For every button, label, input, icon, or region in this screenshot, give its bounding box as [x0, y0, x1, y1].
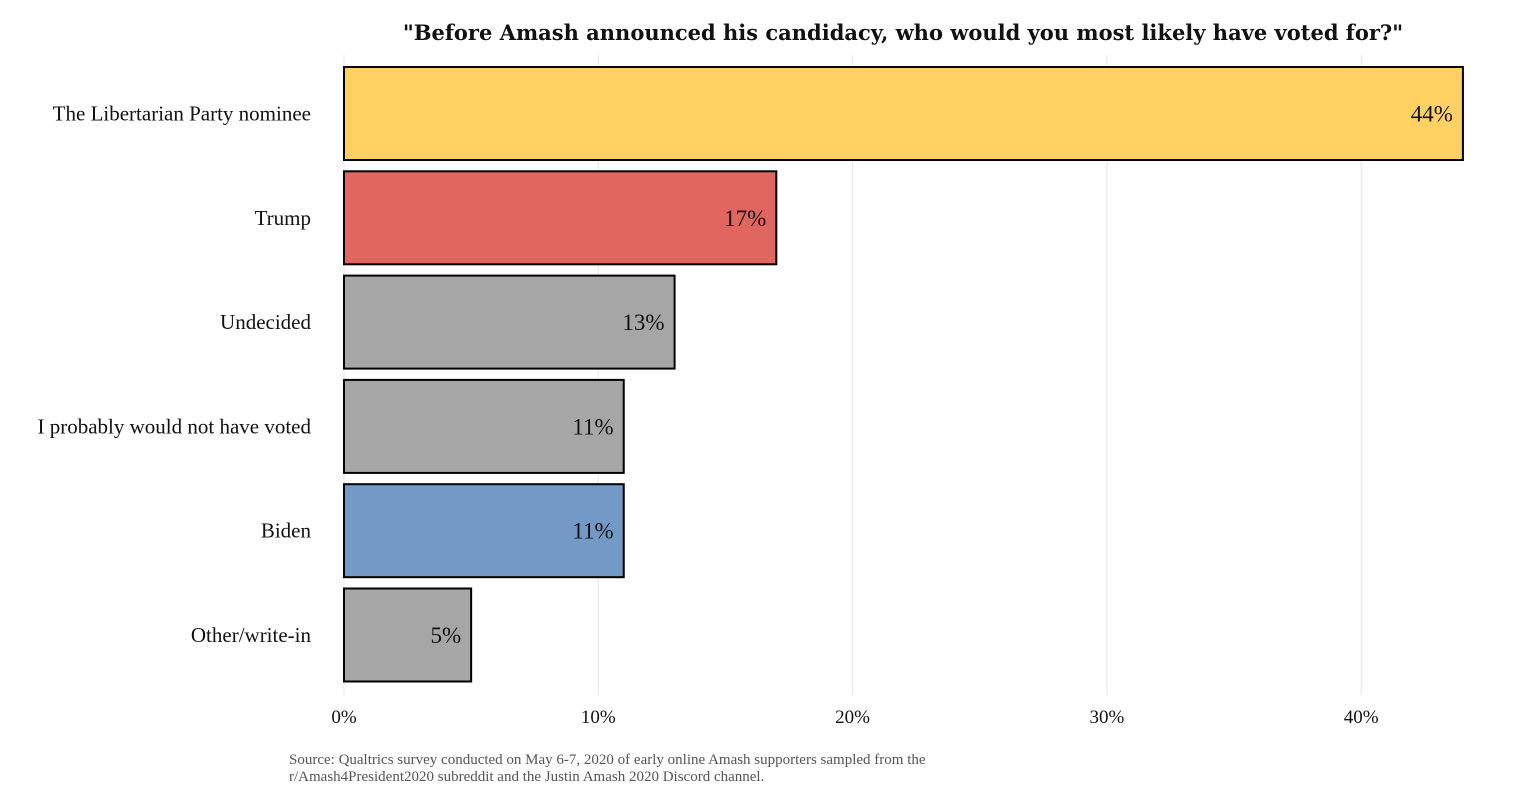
bar-i-probably-would-not-have-voted	[343, 378, 625, 474]
category-label-biden: Biden	[261, 519, 312, 543]
value-label-trump: 17%	[724, 206, 766, 231]
value-label-other-write-in: 5%	[430, 623, 461, 648]
bar-trump	[343, 170, 778, 266]
source-note: Source: Qualtrics survey conducted on Ma…	[289, 752, 1189, 786]
chart-title: "Before Amash announced his candidacy, w…	[403, 20, 1403, 45]
category-label-i-probably-would-not-have-voted: I probably would not have voted	[37, 414, 311, 438]
x-axis-tick-labels: 0% 10% 20% 30% 40%	[331, 707, 1378, 728]
bars	[343, 66, 1464, 683]
category-label-other-write-in: Other/write-in	[191, 623, 312, 647]
x-tick-label-0: 0%	[331, 707, 357, 728]
source-line-2: r/Amash4President2020 subreddit and the …	[289, 769, 765, 785]
value-label-i-probably-would-not-have-voted: 11%	[572, 414, 613, 439]
x-tick-label-40: 40%	[1344, 707, 1379, 728]
value-label-biden: 11%	[572, 519, 613, 544]
category-labels: The Libertarian Party nominee Trump Undeci…	[37, 102, 311, 648]
value-label-undecided: 13%	[622, 310, 664, 335]
x-tick-label-30: 30%	[1089, 707, 1124, 728]
category-label-trump: Trump	[255, 206, 311, 230]
value-label-the-libertarian-party-nominee: 44%	[1411, 102, 1453, 127]
x-tick-label-20: 20%	[835, 707, 870, 728]
category-label-undecided: Undecided	[220, 310, 311, 334]
x-tick-label-10: 10%	[581, 707, 616, 728]
bar-undecided	[343, 274, 676, 370]
bar-biden	[343, 483, 625, 579]
bar-other-write-in	[343, 587, 473, 683]
value-labels: 44% 17% 13% 11% 11% 5%	[430, 102, 1452, 649]
source-line-1: Source: Qualtrics survey conducted on Ma…	[289, 752, 926, 768]
category-label-the-libertarian-party-nominee: The Libertarian Party nominee	[53, 102, 311, 126]
bar-the-libertarian-party-nominee	[343, 66, 1464, 161]
